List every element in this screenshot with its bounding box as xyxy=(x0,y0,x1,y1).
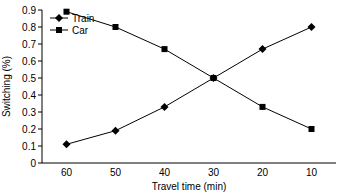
point xyxy=(113,24,119,30)
y-tick xyxy=(38,163,42,164)
chart-container: 0 0.1 0.2 0.3 0.4 0.5 0.6 0.7 0.8 0.9 60 50 40 30 20 10… xyxy=(0,0,340,194)
y-axis xyxy=(42,10,43,163)
x-tick-label: 20 xyxy=(257,167,269,178)
y-tick xyxy=(38,44,42,45)
series-line xyxy=(67,27,312,144)
x-tick-label: 50 xyxy=(110,167,122,178)
plot-area xyxy=(63,9,316,149)
chart: 0 0.1 0.2 0.3 0.4 0.5 0.6 0.7 0.8 0.9 60 50 40 30 20 10… xyxy=(0,0,340,194)
legend-marker xyxy=(56,27,62,33)
y-tick-label: 0.3 xyxy=(22,107,36,118)
point xyxy=(162,46,168,52)
y-tick-label: 0.8 xyxy=(22,22,36,33)
y-tick-label: 0.6 xyxy=(22,56,36,67)
point xyxy=(64,9,70,15)
point xyxy=(112,127,120,135)
y-tick-label: 0.1 xyxy=(22,141,36,152)
y-tick xyxy=(38,78,42,79)
legend-marker xyxy=(55,14,63,22)
y-tick xyxy=(38,27,42,28)
y-tick xyxy=(38,129,42,130)
x-tick-label: 10 xyxy=(306,167,318,178)
y-tick xyxy=(38,112,42,113)
x-tick-label: 60 xyxy=(61,167,73,178)
legend-label: Car xyxy=(72,25,89,36)
series-line xyxy=(67,12,312,129)
point xyxy=(260,104,266,110)
y-tick-label: 0.4 xyxy=(22,90,36,101)
point xyxy=(308,23,316,31)
y-tick xyxy=(38,95,42,96)
point xyxy=(309,126,315,132)
y-tick xyxy=(38,146,42,147)
y-tick xyxy=(38,61,42,62)
x-tick-label: 30 xyxy=(208,167,220,178)
point xyxy=(161,103,169,111)
y-tick xyxy=(38,10,42,11)
y-tick-label: 0.5 xyxy=(22,73,36,84)
x-tick-label: 40 xyxy=(159,167,171,178)
y-tick-label: 0.7 xyxy=(22,39,36,50)
legend-label: Train xyxy=(72,13,94,24)
y-axis-label: Switching (%) xyxy=(1,56,12,117)
y-tick-label: 0.9 xyxy=(22,5,36,16)
point xyxy=(211,75,217,81)
point xyxy=(259,45,267,53)
point xyxy=(63,140,71,148)
y-tick-label: 0.2 xyxy=(22,124,36,135)
point xyxy=(210,74,218,82)
x-axis-label: Travel time (min) xyxy=(152,181,227,192)
y-tick-label: 0 xyxy=(30,158,36,169)
x-axis xyxy=(42,163,336,164)
